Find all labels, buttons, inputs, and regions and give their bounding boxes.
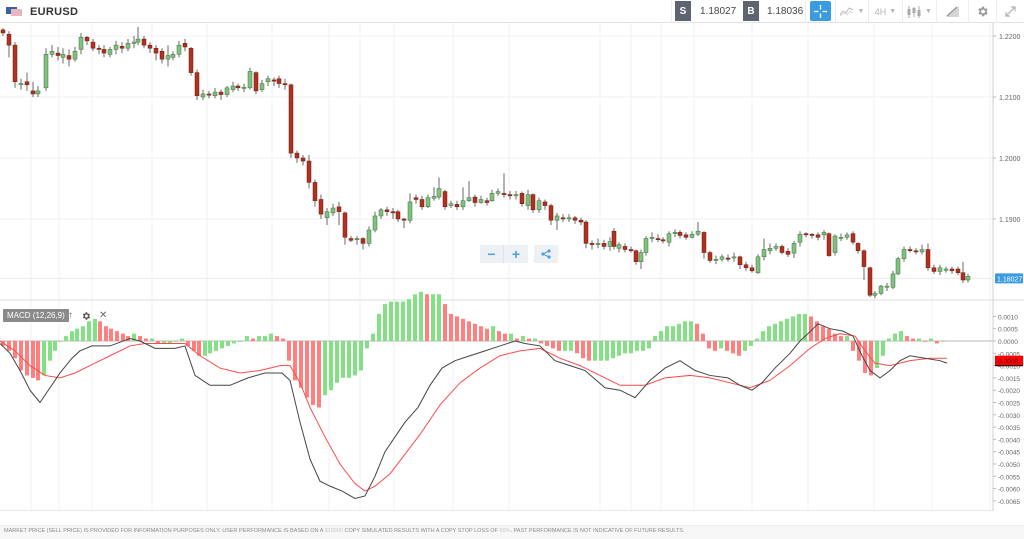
svg-text:-0.0035: -0.0035 <box>998 425 1020 432</box>
svg-text:1.1900: 1.1900 <box>999 217 1021 224</box>
macd-histogram <box>1 291 945 408</box>
svg-text:-0.0008: -0.0008 <box>996 359 1018 366</box>
candlesticks <box>0 26 971 299</box>
chart-toolbar: EURUSD S 1.18027 B 1.18036 ▼ 4H ▼ ▼ <box>0 0 1024 23</box>
svg-text:-0.0020: -0.0020 <box>998 388 1020 395</box>
disclaimer-text: MARKET PRICE (SELL PRICE) IS PROVIDED FO… <box>4 528 325 534</box>
disclaimer-amount: $10000 <box>324 528 343 534</box>
close-icon[interactable]: ✕ <box>99 310 108 321</box>
drawing-tools-icon <box>946 6 959 17</box>
svg-text:0.0005: 0.0005 <box>998 327 1018 334</box>
svg-text:-0.0065: -0.0065 <box>998 499 1020 506</box>
symbol-selector[interactable]: EURUSD <box>6 0 78 23</box>
svg-text:-0.0045: -0.0045 <box>998 450 1020 457</box>
share-button[interactable] <box>534 245 558 263</box>
macd-indicator-label[interactable]: MACD (12,26,9) <box>3 309 69 322</box>
chart-type-line-icon <box>839 7 853 16</box>
svg-text:-0.0015: -0.0015 <box>998 376 1020 383</box>
buy-price: 1.18036 <box>767 6 804 17</box>
candles-icon <box>907 5 921 18</box>
svg-text:1.18027: 1.18027 <box>997 276 1022 283</box>
drawing-tools-button[interactable] <box>936 0 968 23</box>
disclaimer-percent: 60% <box>499 528 511 534</box>
svg-text:1.2000: 1.2000 <box>999 156 1021 163</box>
macd-lines <box>0 323 948 499</box>
price-axis: 1.2200 1.2100 1.2000 1.1900 1.18027 <box>0 23 1023 511</box>
disclaimer-text: . PAST PERFORMANCE IS NOT INDICATIVE OF … <box>510 528 685 534</box>
symbol-name: EURUSD <box>30 5 79 18</box>
fullscreen-icon <box>1005 6 1016 17</box>
svg-text:-0.0040: -0.0040 <box>998 437 1020 444</box>
crosshair-button[interactable] <box>810 1 831 21</box>
candle-type-dropdown[interactable]: ▼ <box>902 0 936 23</box>
sell-price: 1.18027 <box>700 6 737 17</box>
svg-text:0.0000: 0.0000 <box>998 339 1018 346</box>
svg-text:-0.0030: -0.0030 <box>998 413 1020 420</box>
chevron-down-icon: ▼ <box>857 8 865 15</box>
chevron-down-icon: ▼ <box>925 8 932 15</box>
svg-text:-0.0055: -0.0055 <box>998 474 1020 481</box>
buy-button[interactable]: B <box>743 1 759 21</box>
svg-text:-0.0010: -0.0010 <box>998 364 1020 371</box>
svg-text:-0.0050: -0.0050 <box>998 462 1020 469</box>
svg-text:1.2100: 1.2100 <box>999 95 1021 102</box>
price-chart[interactable]: 1.2200 1.2100 1.2000 1.1900 1.18027 0.0010 0.… <box>0 23 1024 511</box>
gear-icon <box>978 6 988 17</box>
chart-zoom-controls: − + <box>480 245 558 263</box>
chevron-down-icon: ▼ <box>889 8 897 15</box>
crosshair-icon <box>814 4 827 18</box>
chart-grid <box>0 23 1024 511</box>
timeframe-dropdown[interactable]: 4H ▼ <box>868 0 902 23</box>
svg-text:0.0010: 0.0010 <box>998 314 1018 321</box>
chart-type-dropdown[interactable]: ▼ <box>835 0 868 23</box>
svg-text:-0.0005: -0.0005 <box>998 351 1020 358</box>
settings-button[interactable] <box>968 0 996 23</box>
timeframe-label: 4H <box>874 6 887 17</box>
svg-text:-0.0025: -0.0025 <box>998 401 1020 408</box>
fullscreen-button[interactable] <box>996 0 1024 23</box>
arrow-up-icon[interactable]: ↑ <box>68 310 73 321</box>
share-icon <box>541 249 551 259</box>
svg-text:-0.0060: -0.0060 <box>998 487 1020 494</box>
eu-us-flag-icon <box>6 7 22 16</box>
zoom-out-button[interactable]: − <box>480 245 504 263</box>
sell-button[interactable]: S <box>675 1 691 21</box>
disclaimer-footer: MARKET PRICE (SELL PRICE) IS PROVIDED FO… <box>0 525 1024 539</box>
zoom-in-button[interactable]: + <box>504 245 528 263</box>
gear-icon[interactable] <box>81 311 91 321</box>
disclaimer-text: COPY SIMULATED RESULTS WITH A COPY STOP … <box>342 528 500 534</box>
svg-text:1.2200: 1.2200 <box>999 34 1021 41</box>
macd-indicator-controls: ↑ ✕ <box>68 309 107 322</box>
